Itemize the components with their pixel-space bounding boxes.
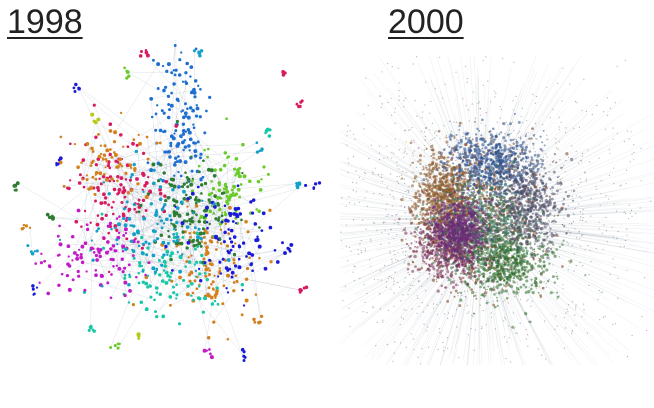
network-graph-1998: [12, 40, 322, 362]
panel-title-1998: 1998: [7, 3, 83, 41]
panel-title-2000: 2000: [388, 3, 464, 41]
nodes-1998: [12, 44, 322, 362]
network-graph-2000: [340, 55, 654, 365]
hairball-2000: [340, 55, 654, 365]
